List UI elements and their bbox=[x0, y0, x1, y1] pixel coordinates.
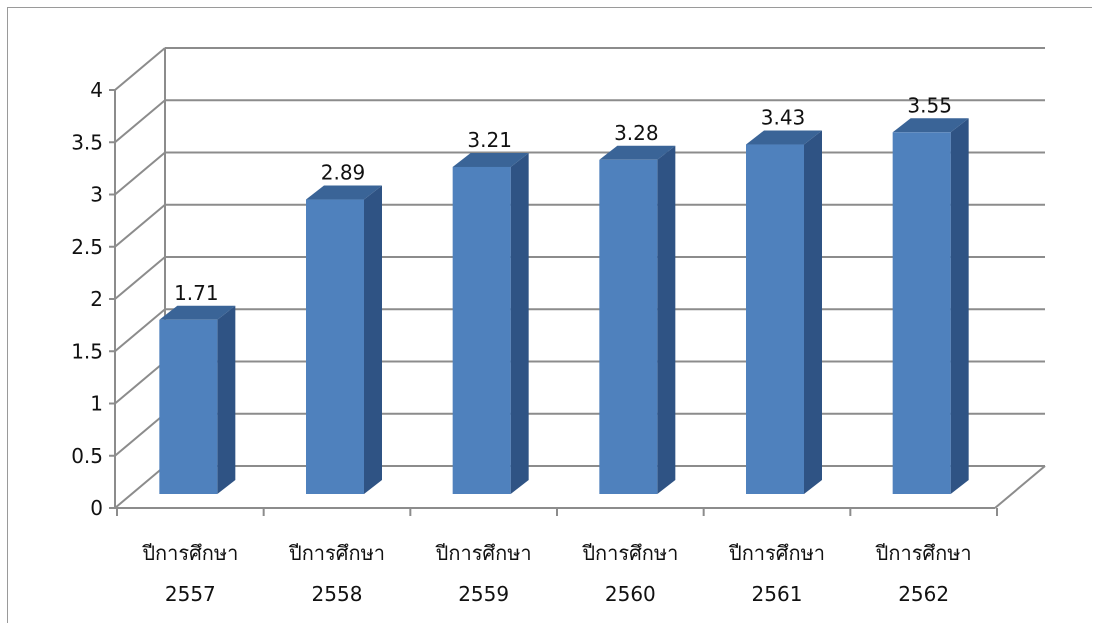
y-tick-label: 2 bbox=[90, 287, 103, 311]
y-tick-label: 1.5 bbox=[71, 339, 103, 363]
bar-top bbox=[892, 118, 969, 133]
floor-edge bbox=[994, 465, 1046, 509]
x-category-label: ปีการศึกษา bbox=[729, 541, 825, 565]
x-category-label: ปีการศึกษา bbox=[289, 541, 385, 565]
x-category-label: ปีการศึกษา bbox=[875, 541, 971, 565]
y-tick-label: 4 bbox=[90, 78, 103, 102]
gridline-wall bbox=[114, 151, 166, 196]
x-category-label: ปีการศึกษา bbox=[142, 541, 238, 565]
gridline-wall bbox=[114, 203, 166, 248]
x-category-label: 2559 bbox=[458, 582, 509, 606]
gridline-wall bbox=[114, 465, 166, 509]
bar-top bbox=[746, 130, 822, 145]
y-tick-label: 0.5 bbox=[71, 444, 103, 468]
gridline-wall bbox=[114, 308, 166, 353]
y-tick-label: 3 bbox=[90, 183, 103, 207]
x-category-label: 2562 bbox=[898, 582, 949, 606]
labels-layer: 1.71 2.89 3.21 3.28 3.43 3.55 bbox=[174, 93, 952, 304]
data-label: 2.89 bbox=[321, 161, 366, 185]
x-category-label: 2561 bbox=[752, 582, 803, 606]
y-tick-label: 2.5 bbox=[71, 235, 103, 259]
axis-layer: 0 0.5 1 1.5 2 2.5 3 3.5 4 ปีการศึกษา 2557 ปีการศึกษ… bbox=[71, 48, 1046, 606]
bar-side bbox=[364, 185, 382, 495]
data-label: 3.21 bbox=[467, 128, 512, 152]
bar-front bbox=[599, 159, 658, 494]
gridline-wall bbox=[114, 360, 166, 405]
bar-front bbox=[892, 132, 951, 494]
bar-side bbox=[657, 145, 676, 494]
bar bbox=[452, 152, 529, 494]
bar-top bbox=[452, 152, 529, 167]
bar-side bbox=[804, 130, 822, 494]
bar-top bbox=[599, 145, 676, 160]
chart-frame bbox=[7, 7, 1092, 623]
y-tick-label: 3.5 bbox=[71, 130, 103, 154]
bar-front bbox=[746, 144, 804, 494]
bar-front bbox=[452, 166, 511, 494]
data-label: 1.71 bbox=[174, 281, 219, 305]
bar-top bbox=[159, 305, 236, 320]
y-tick-label: 0 bbox=[90, 496, 103, 520]
bar-front bbox=[159, 319, 218, 494]
bar bbox=[306, 185, 382, 495]
data-label: 3.28 bbox=[614, 121, 659, 145]
gridline-wall bbox=[114, 256, 166, 300]
x-category-label: ปีการศึกษา bbox=[435, 541, 531, 565]
bar bbox=[892, 118, 969, 494]
bar-top bbox=[306, 185, 382, 200]
data-label: 3.43 bbox=[761, 106, 806, 130]
bar bbox=[599, 145, 676, 494]
x-category-label: 2558 bbox=[312, 582, 363, 606]
bars-layer bbox=[159, 118, 969, 495]
bar bbox=[746, 130, 822, 494]
y-tick-label: 1 bbox=[90, 392, 103, 416]
bar-side bbox=[217, 305, 236, 494]
bar-front bbox=[306, 199, 364, 495]
gridline-wall bbox=[114, 47, 166, 91]
gridline-wall bbox=[114, 412, 166, 457]
bar bbox=[159, 305, 236, 494]
x-category-label: ปีการศึกษา bbox=[582, 541, 678, 565]
bar-side bbox=[950, 118, 969, 494]
data-label: 3.55 bbox=[907, 93, 952, 117]
x-category-label: 2557 bbox=[165, 582, 216, 606]
x-category-label: 2560 bbox=[605, 582, 656, 606]
bar-side bbox=[510, 152, 529, 494]
gridline-wall bbox=[114, 99, 166, 144]
